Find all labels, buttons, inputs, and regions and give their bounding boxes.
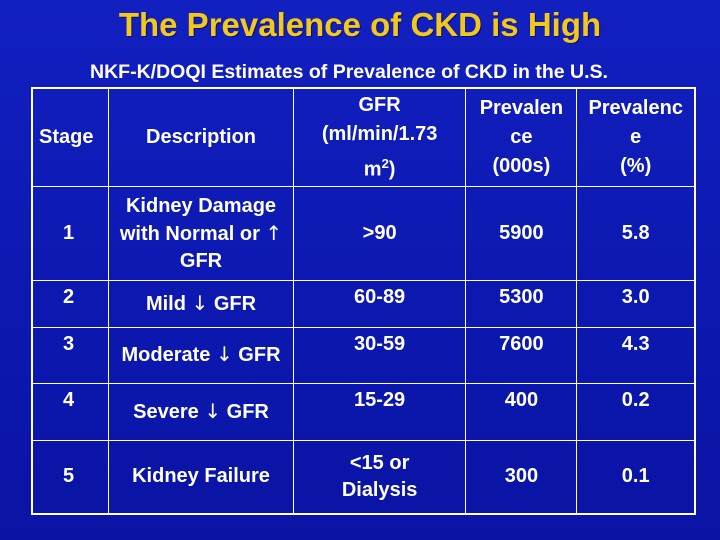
description-line2: with Normal or xyxy=(119,222,260,245)
header-prevalence-line1: Prevalen xyxy=(479,97,564,120)
description-suffix: GFR xyxy=(226,400,269,423)
prevalence-pct-cell: 0.2 xyxy=(576,383,696,441)
prevalence-pct-cell: 3.0 xyxy=(576,280,696,328)
slide-title: The Prevalence of CKD is High xyxy=(118,6,602,43)
stage-cell: 2 xyxy=(31,280,110,328)
table-row-stage-4: 4 Severe ↓ GFR 15-29 400 0.2 xyxy=(31,383,696,441)
header-prevalence-line2: ce xyxy=(510,126,533,149)
description-suffix: GFR xyxy=(238,344,281,367)
gfr-cell: 60-89 xyxy=(292,280,467,328)
stage-cell: 4 xyxy=(31,383,110,441)
description-cell: Kidney Damage with Normal or ↑ GFR xyxy=(108,186,294,282)
description-prefix: Severe xyxy=(133,400,199,423)
gfr-line1: <15 or xyxy=(349,451,410,474)
prevalence-cell: 400 xyxy=(465,383,578,441)
header-prevalence-line3: (000s) xyxy=(492,155,551,178)
stage-cell: 1 xyxy=(31,186,110,282)
gfr-line2: Dialysis xyxy=(341,478,418,501)
stage-cell: 3 xyxy=(31,326,110,385)
description-prefix: Mild xyxy=(145,293,186,315)
description-cell: Kidney Failure xyxy=(108,439,294,515)
header-gfr-line1: GFR xyxy=(358,93,401,116)
description-cell: Moderate ↓ GFR xyxy=(108,326,294,385)
header-pct-line2: e xyxy=(630,126,642,149)
table-row-stage-5: 5 Kidney Failure <15 or Dialysis 300 0.1 xyxy=(31,439,696,515)
table-row-stage-2: 2 Mild ↓ GFR 60-89 5300 3.0 xyxy=(31,280,696,328)
arrow-up-icon: ↑ xyxy=(265,220,283,245)
prevalence-pct-cell: 4.3 xyxy=(576,326,696,385)
description-cell: Severe ↓ GFR xyxy=(108,383,294,441)
stage-cell: 5 xyxy=(31,439,110,515)
description-line1: Kidney Damage xyxy=(125,194,277,217)
header-prevalence: Prevalen ce (000s) xyxy=(465,87,578,188)
header-stage: Stage xyxy=(31,87,110,188)
arrow-down-icon: ↓ xyxy=(204,398,222,423)
arrow-down-icon: ↓ xyxy=(215,342,233,367)
table-caption: NKF-K/DOQI Estimates of Prevalence of CK… xyxy=(90,61,608,83)
prevalence-cell: 5900 xyxy=(465,186,578,282)
prevalence-pct-cell: 5.8 xyxy=(576,186,696,282)
table-row-stage-1: 1 Kidney Damage with Normal or ↑ GFR >90… xyxy=(31,186,696,282)
gfr-cell: >90 xyxy=(292,186,467,282)
description-prefix: Moderate xyxy=(121,344,211,367)
header-pct-line3: (%) xyxy=(620,155,652,178)
prevalence-cell: 300 xyxy=(465,439,578,515)
table-header-row: Stage Description GFR (ml/min/1.73 m2) P… xyxy=(31,87,696,188)
ckd-prevalence-table: Stage Description GFR (ml/min/1.73 m2) P… xyxy=(31,87,696,515)
header-description: Description xyxy=(108,87,294,188)
description-line3: GFR xyxy=(179,249,223,272)
header-gfr: GFR (ml/min/1.73 m2) xyxy=(292,87,467,188)
prevalence-cell: 7600 xyxy=(465,326,578,385)
header-prevalence-pct: Prevalenc e (%) xyxy=(576,87,696,188)
header-gfr-line2: (ml/min/1.73 xyxy=(321,122,438,145)
header-pct-line1: Prevalenc xyxy=(588,97,683,120)
gfr-cell: 15-29 xyxy=(292,383,467,441)
gfr-cell: <15 or Dialysis xyxy=(292,439,467,515)
header-gfr-line3-prefix: m xyxy=(363,158,382,181)
prevalence-pct-cell: 0.1 xyxy=(576,439,696,515)
header-gfr-superscript: 2 xyxy=(381,155,389,171)
table-row-stage-3: 3 Moderate ↓ GFR 30-59 7600 4.3 xyxy=(31,326,696,385)
gfr-cell: 30-59 xyxy=(292,326,467,385)
arrow-down-icon: ↓ xyxy=(191,291,209,315)
header-gfr-line3-suffix: ) xyxy=(388,158,396,181)
prevalence-cell: 5300 xyxy=(465,280,578,328)
description-suffix: GFR xyxy=(213,293,257,315)
description-cell: Mild ↓ GFR xyxy=(108,280,294,328)
